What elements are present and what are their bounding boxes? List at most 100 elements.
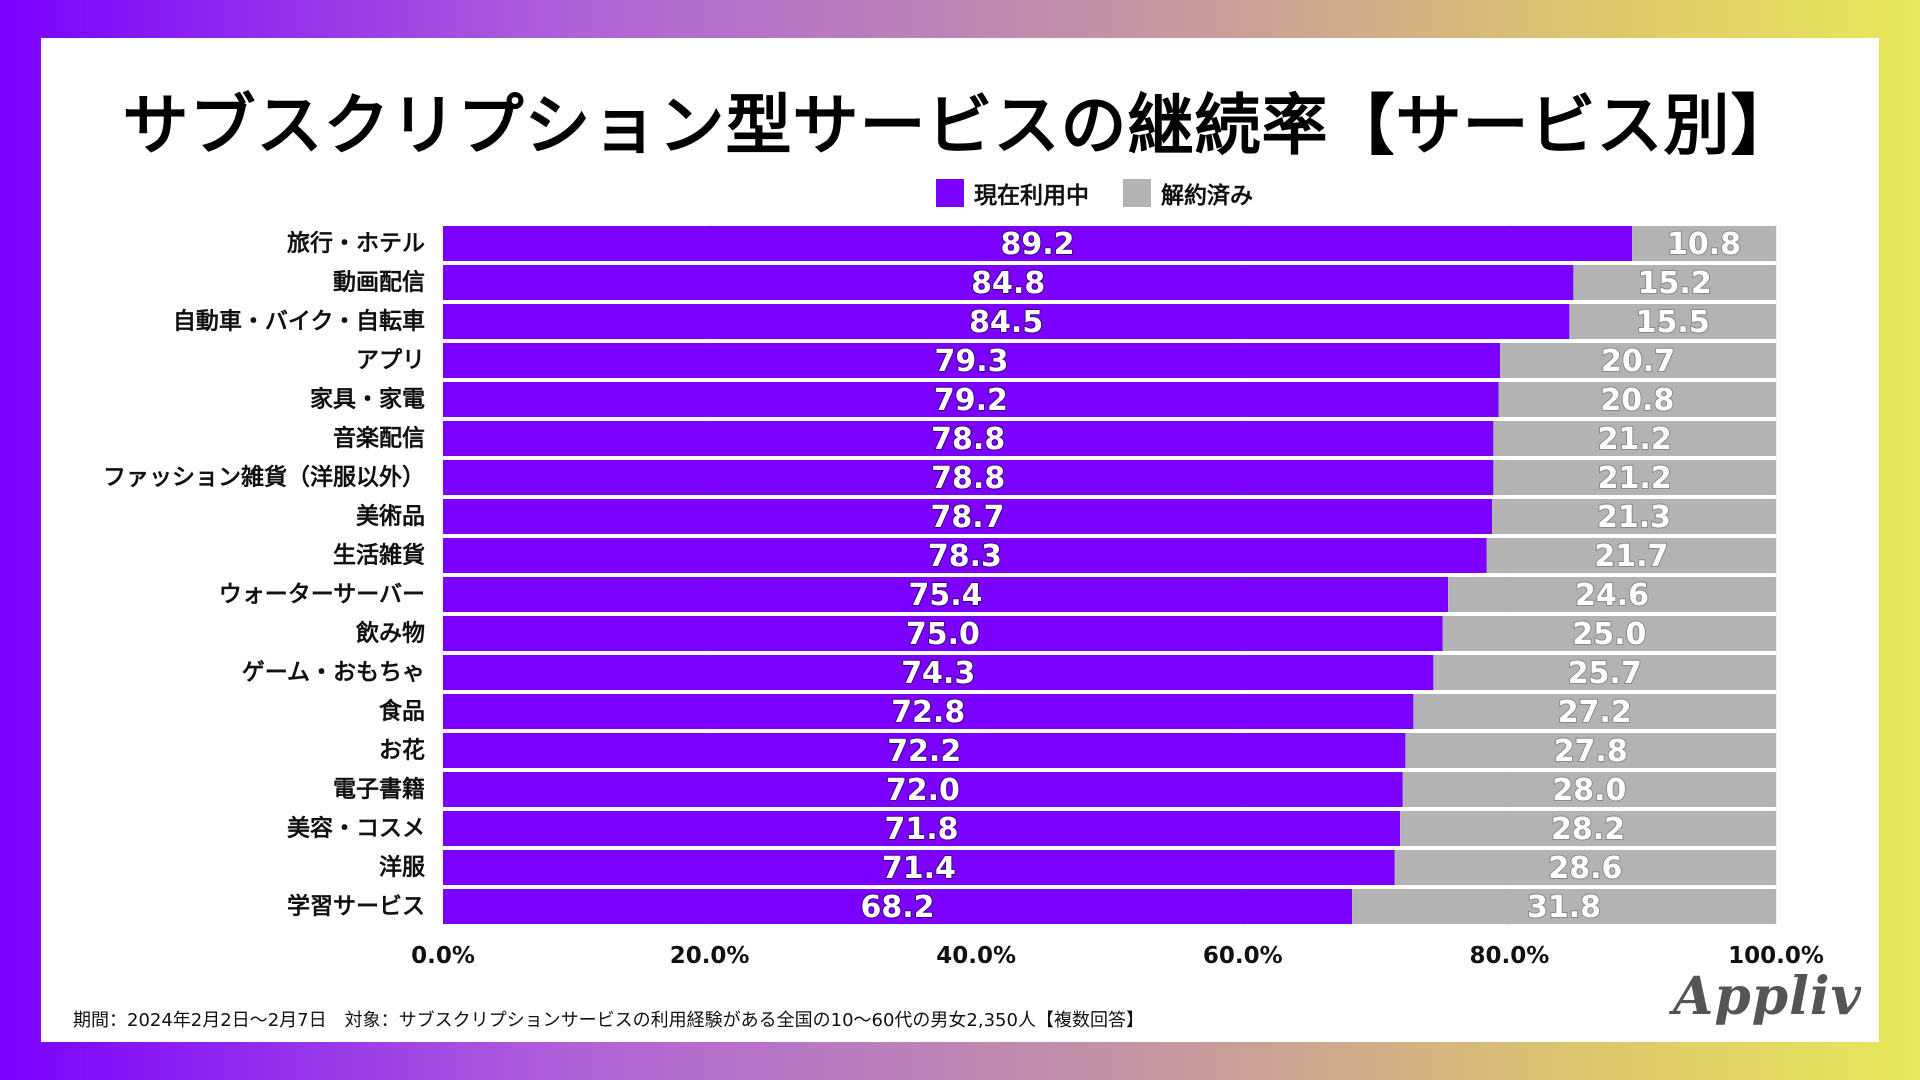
data-label-active: 71.4 (882, 851, 956, 886)
category-label: 生活雑貨 (333, 542, 425, 569)
x-tick-label: 20.0% (670, 943, 750, 969)
data-label-cancelled: 24.6 (1575, 578, 1649, 613)
category-label: アプリ (356, 348, 425, 374)
data-label-cancelled: 28.0 (1552, 773, 1626, 808)
category-label: ファッション雑貨（洋服以外） (103, 464, 425, 491)
category-label: 自動車・バイク・自転車 (173, 308, 425, 335)
category-label: 家具・家電 (310, 386, 425, 413)
bar-cancelled (1433, 655, 1776, 690)
bar-active (443, 460, 1494, 495)
bar-cancelled (1573, 265, 1776, 300)
bar-active (443, 733, 1406, 768)
bar-active (443, 616, 1443, 651)
bar-active (443, 889, 1353, 924)
bar-cancelled (1500, 343, 1776, 378)
data-label-cancelled: 25.0 (1572, 617, 1646, 652)
bar-cancelled (1442, 616, 1776, 651)
data-label-active: 78.8 (931, 461, 1005, 496)
bar-cancelled (1413, 694, 1776, 729)
data-label-active: 84.5 (969, 305, 1043, 340)
bar-cancelled (1352, 889, 1776, 924)
bar-cancelled (1498, 382, 1776, 417)
brand-logo: Appliv (1673, 966, 1862, 1027)
chart-title: サブスクリプション型サービスの継続率【サービス別】 (122, 87, 1798, 164)
legend-item-cancelled: 解約済み (1123, 176, 1253, 210)
bar-cancelled (1400, 811, 1776, 846)
data-label-cancelled: 21.7 (1594, 539, 1668, 574)
bar-cancelled (1448, 577, 1776, 612)
category-label: 美術品 (356, 503, 425, 530)
legend: 現在利用中 解約済み (936, 176, 1287, 210)
x-tick-label: 80.0% (1470, 943, 1550, 969)
stacked-bar-chart: 旅行・ホテル 89.2 10.8 動画配信 84.8 15.2 自動車・バイク・自転車 84.… (103, 224, 1824, 969)
bar-active (443, 265, 1574, 300)
legend-label-active: 現在利用中 (974, 183, 1089, 209)
data-label-cancelled: 27.8 (1554, 734, 1628, 769)
bar-cancelled (1632, 226, 1776, 261)
data-label-cancelled: 21.2 (1598, 461, 1672, 496)
bar-active (443, 421, 1494, 456)
category-label: 洋服 (379, 854, 426, 881)
data-label-cancelled: 15.2 (1638, 266, 1712, 301)
category-label: 飲み物 (355, 620, 425, 647)
legend-swatch-active (936, 179, 964, 207)
data-label-cancelled: 10.8 (1667, 227, 1741, 262)
data-label-active: 72.2 (887, 734, 961, 769)
legend-swatch-cancelled (1123, 179, 1151, 207)
category-label: ゲーム・おもちゃ (242, 660, 425, 686)
bar-cancelled (1486, 538, 1776, 573)
data-label-cancelled: 25.7 (1568, 656, 1642, 691)
bar-active (443, 655, 1434, 690)
category-label: 旅行・ホテル (287, 230, 425, 257)
x-tick-label: 60.0% (1203, 943, 1283, 969)
data-label-active: 78.7 (931, 500, 1005, 535)
bar-active (443, 811, 1401, 846)
bar-cancelled (1493, 460, 1776, 495)
data-label-active: 71.8 (885, 812, 959, 847)
bar-active (443, 499, 1493, 534)
data-label-cancelled: 21.2 (1598, 422, 1672, 457)
category-label: 学習サービス (287, 893, 425, 920)
bar-cancelled (1405, 733, 1776, 768)
bar-cancelled (1569, 304, 1776, 339)
data-label-active: 75.0 (906, 617, 980, 652)
bar-active (443, 226, 1633, 261)
data-label-active: 72.8 (891, 695, 965, 730)
data-label-active: 72.0 (886, 773, 960, 808)
category-label: ウォーターサーバー (219, 582, 425, 608)
category-label: お花 (379, 738, 425, 764)
data-label-active: 84.8 (971, 266, 1045, 301)
data-label-cancelled: 20.7 (1601, 344, 1675, 379)
footnote: 期間：2024年2月2日〜2月7日 対象：サブスクリプションサービスの利用経験が… (73, 1010, 1144, 1031)
data-label-active: 75.4 (909, 578, 983, 613)
legend-label-cancelled: 解約済み (1161, 183, 1253, 209)
data-label-active: 79.3 (935, 344, 1009, 379)
category-label: 動画配信 (333, 269, 425, 296)
data-label-cancelled: 31.8 (1527, 890, 1601, 925)
bar-active (443, 343, 1501, 378)
data-label-cancelled: 15.5 (1636, 305, 1710, 340)
bar-active (443, 850, 1395, 885)
bar-cancelled (1402, 772, 1776, 807)
x-tick-label: 100.0% (1728, 943, 1824, 969)
bar-cancelled (1394, 850, 1776, 885)
bar-active (443, 382, 1499, 417)
bar-cancelled (1493, 421, 1776, 456)
category-label: 電子書籍 (333, 776, 425, 803)
data-label-active: 74.3 (901, 656, 975, 691)
data-label-active: 79.2 (934, 383, 1008, 418)
data-label-cancelled: 28.2 (1551, 812, 1625, 847)
chart-panel: サブスクリプション型サービスの継続率【サービス別】 現在利用中 解約済み 旅行・… (41, 38, 1879, 1042)
data-label-active: 68.2 (861, 890, 935, 925)
category-label: 音楽配信 (333, 425, 425, 452)
bar-active (443, 772, 1403, 807)
x-tick-label: 0.0% (411, 943, 475, 969)
bar-cancelled (1492, 499, 1776, 534)
legend-item-active: 現在利用中 (936, 176, 1089, 210)
bar-active (443, 577, 1449, 612)
data-label-cancelled: 20.8 (1600, 383, 1674, 418)
data-label-cancelled: 28.6 (1548, 851, 1622, 886)
bar-active (443, 538, 1487, 573)
bar-active (443, 304, 1570, 339)
